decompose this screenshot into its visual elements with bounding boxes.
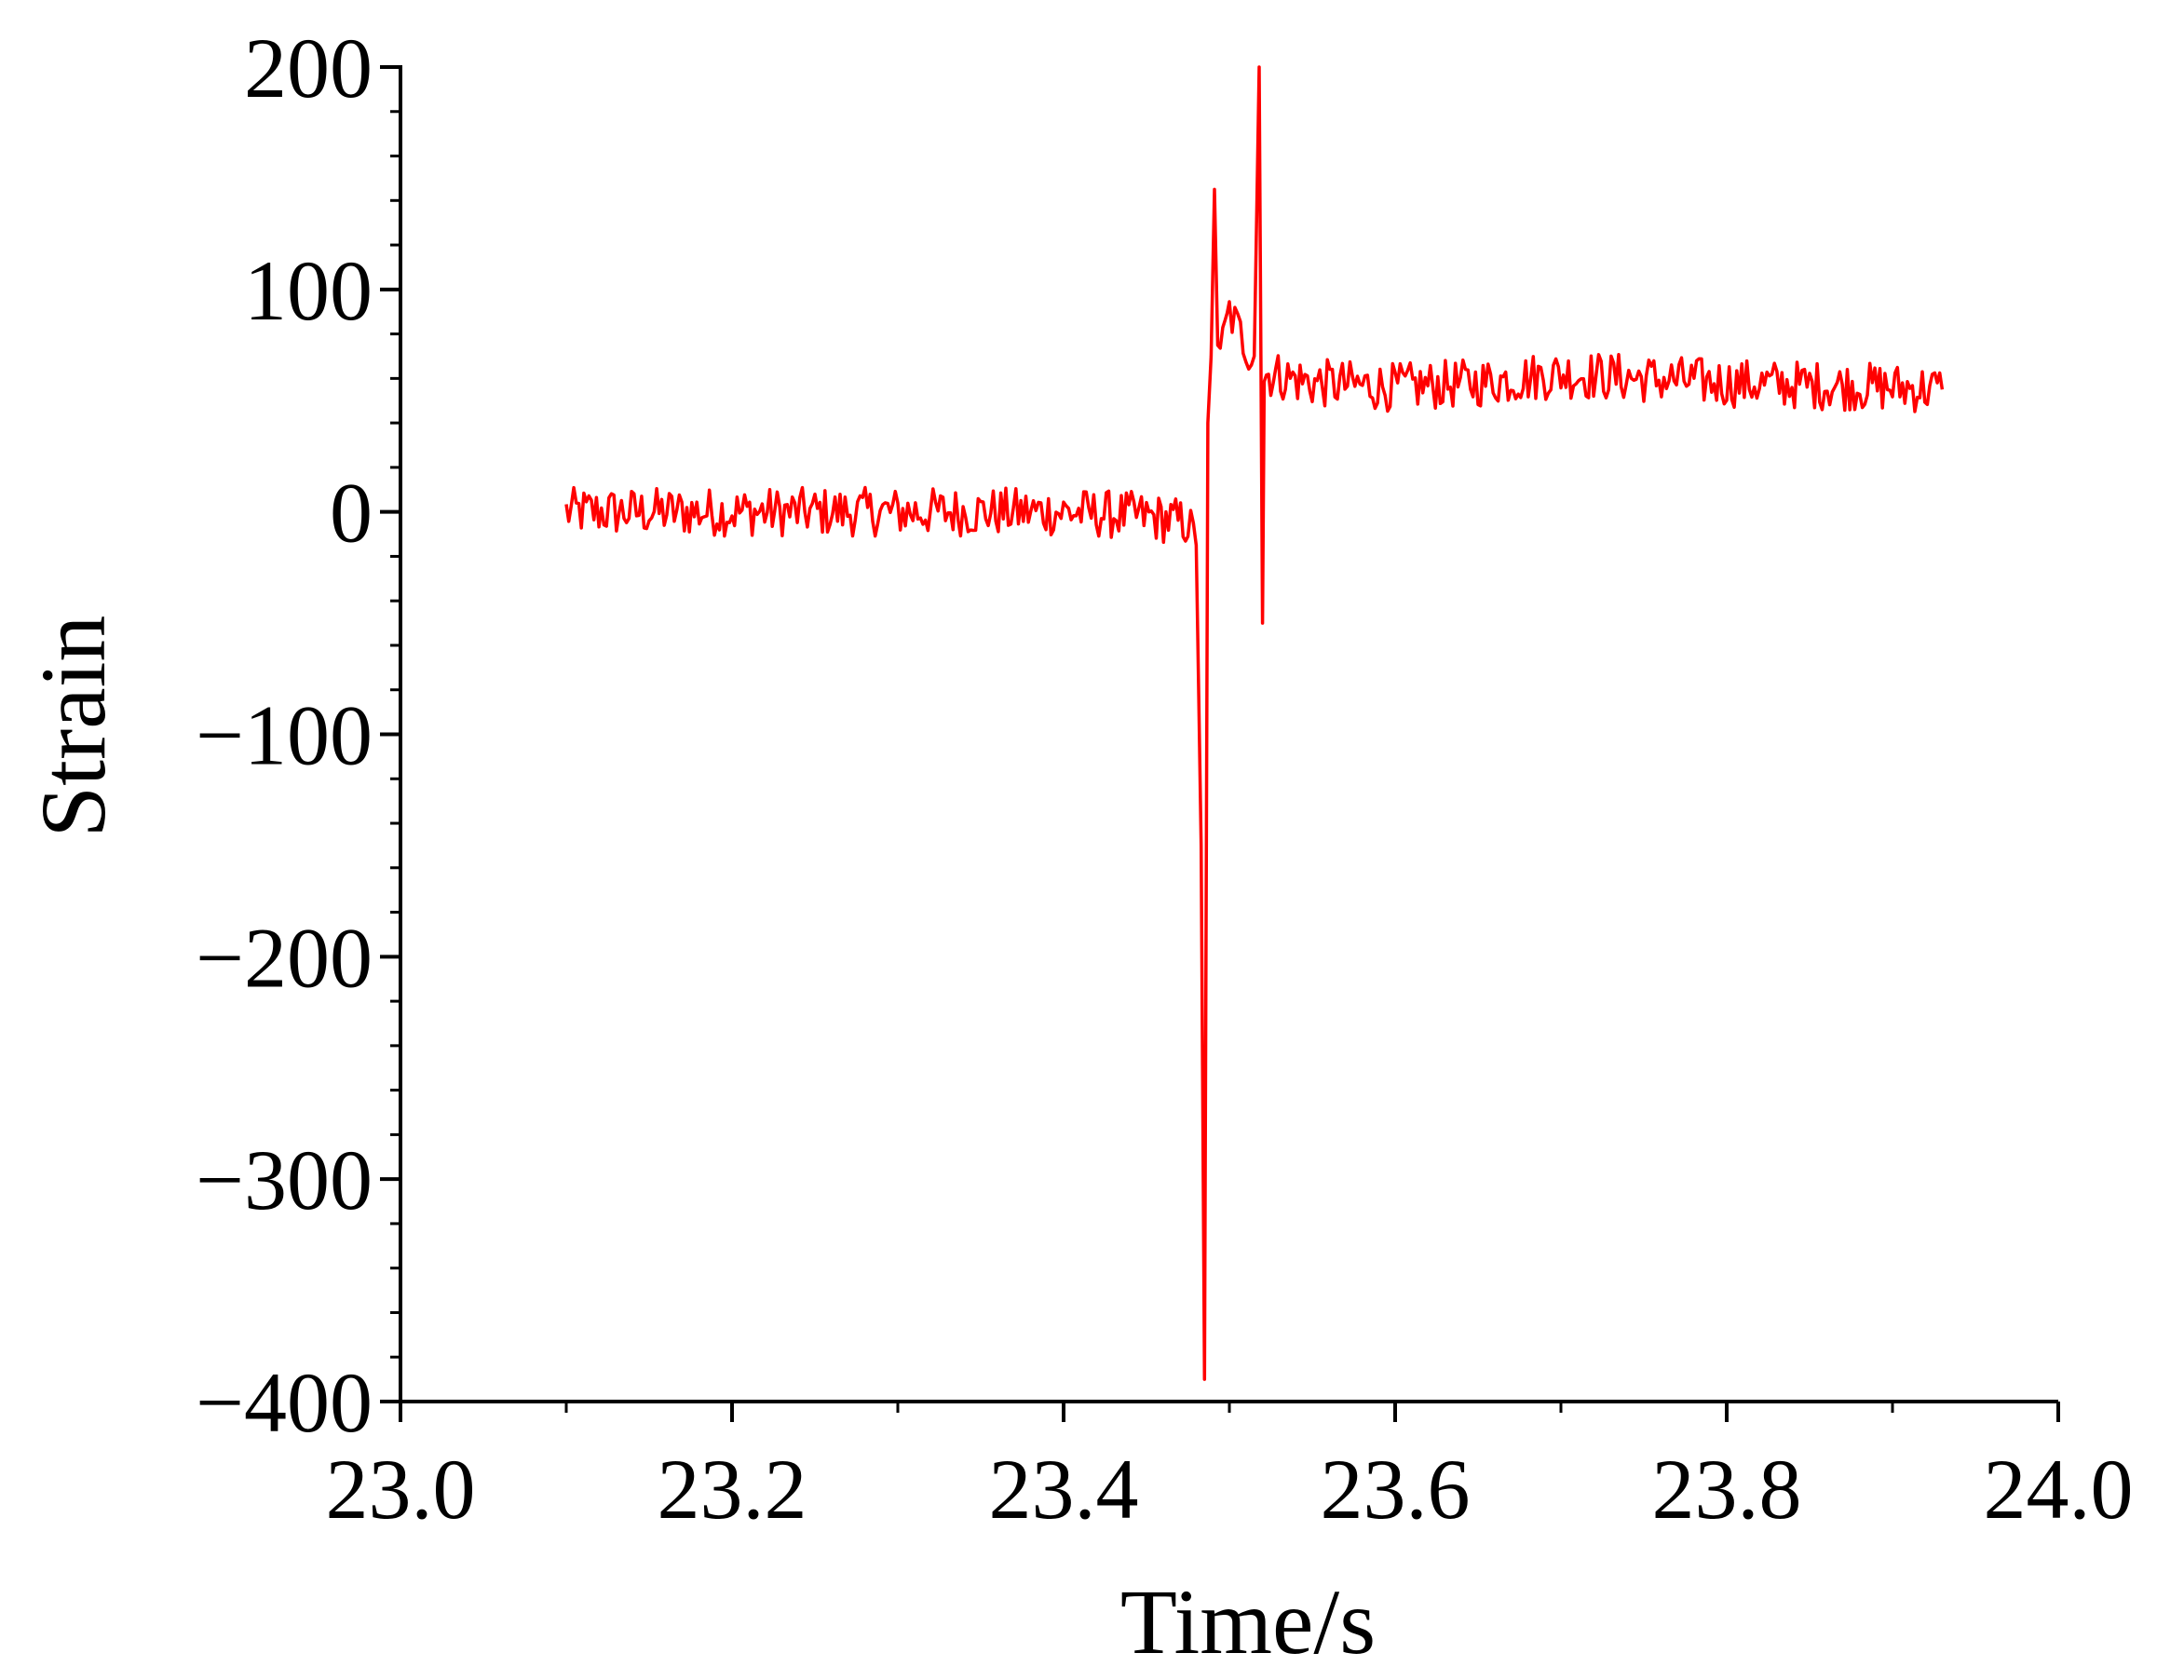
x-axis-title: Time/s <box>1120 1570 1376 1673</box>
y-tick-label: 200 <box>244 20 373 115</box>
x-tick-label: 24.0 <box>1984 1442 2134 1537</box>
x-tick-label: 23.4 <box>989 1442 1139 1537</box>
axes <box>399 65 2058 1403</box>
y-tick-label: 100 <box>244 243 373 338</box>
x-tick-label: 23.2 <box>658 1442 807 1537</box>
y-axis-title: Strain <box>21 616 125 838</box>
x-tick-label: 23.0 <box>326 1442 476 1537</box>
x-tick-label: 23.8 <box>1652 1442 1802 1537</box>
y-tick-label: −300 <box>196 1132 373 1227</box>
series-layer <box>564 65 1945 1381</box>
ticks <box>380 65 2060 1422</box>
y-tick-label: −100 <box>196 688 373 783</box>
x-tick-label: 23.6 <box>1321 1442 1471 1537</box>
series-line <box>564 65 1945 1381</box>
y-tick-label: −400 <box>196 1355 373 1450</box>
y-tick-label: −200 <box>196 910 373 1005</box>
y-tick-label: 0 <box>330 466 373 561</box>
